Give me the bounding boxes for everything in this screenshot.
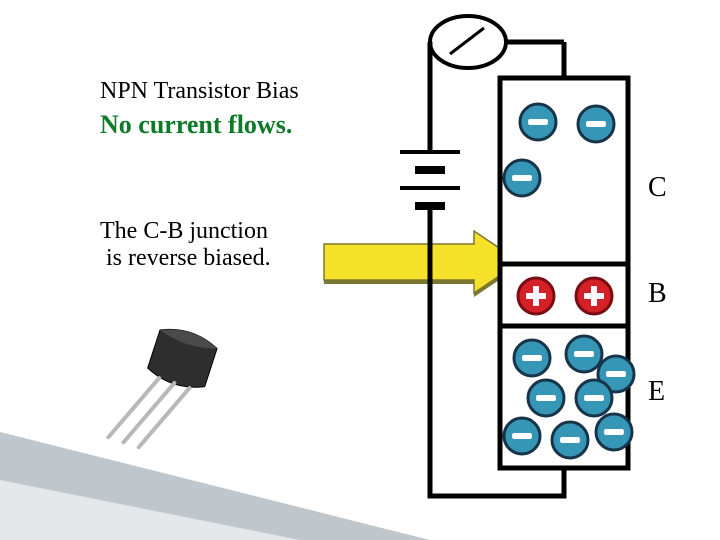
label-base: B [648, 278, 667, 310]
hole-b-0 [518, 278, 554, 314]
electron-e-1 [566, 336, 602, 372]
subtitle-text: No current flows. [100, 110, 292, 140]
electron-c-1 [578, 106, 614, 142]
title-text: NPN Transistor Bias [100, 78, 299, 105]
hole-b-1 [576, 278, 612, 314]
electron-c-0 [520, 104, 556, 140]
electron-e-4 [576, 380, 612, 416]
electron-e-0 [514, 340, 550, 376]
label-emitter: E [648, 376, 665, 408]
body-text: The C-B junction is reverse biased. [100, 218, 271, 272]
electron-e-5 [504, 418, 540, 454]
label-collector: C [648, 172, 667, 204]
transistor-photo-icon [108, 318, 219, 460]
electron-e-7 [596, 414, 632, 450]
electron-e-3 [528, 380, 564, 416]
electron-e-6 [552, 422, 588, 458]
diagram-stage: NPN Transistor Bias No current flows. Th… [0, 0, 720, 540]
electron-c-2 [504, 160, 540, 196]
